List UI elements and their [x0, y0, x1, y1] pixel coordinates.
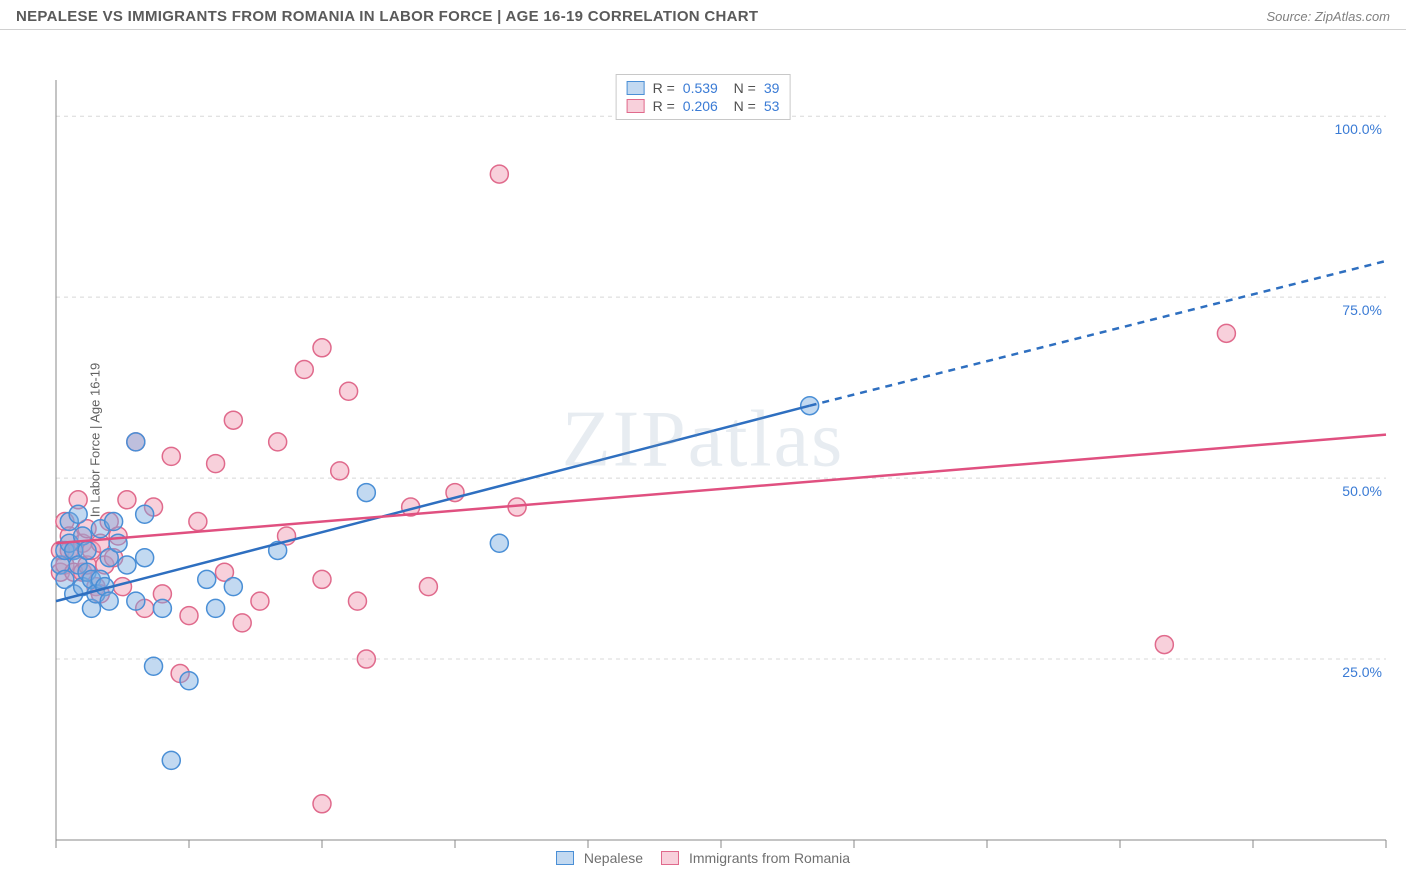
- legend-n-label: N =: [726, 98, 756, 114]
- legend-swatch-nepalese: [627, 81, 645, 95]
- legend-n-value-nepalese: 39: [764, 80, 780, 96]
- legend-swatch-icon: [556, 851, 574, 865]
- svg-text:50.0%: 50.0%: [1342, 483, 1382, 499]
- svg-text:100.0%: 100.0%: [1335, 121, 1382, 137]
- chart-header: NEPALESE VS IMMIGRANTS FROM ROMANIA IN L…: [0, 0, 1406, 30]
- y-axis-label: In Labor Force | Age 16-19: [88, 363, 103, 517]
- svg-text:25.0%: 25.0%: [1342, 664, 1382, 680]
- legend-swatch-romania: [627, 99, 645, 113]
- chart-title: NEPALESE VS IMMIGRANTS FROM ROMANIA IN L…: [16, 8, 758, 25]
- legend-item-nepalese: Nepalese: [556, 850, 643, 866]
- legend-label-nepalese: Nepalese: [584, 850, 643, 866]
- legend-r-label: R =: [653, 98, 675, 114]
- legend-r-label: R =: [653, 80, 675, 96]
- legend-label-romania: Immigrants from Romania: [689, 850, 850, 866]
- correlation-legend: R = 0.539 N = 39 R = 0.206 N = 53: [616, 74, 791, 120]
- source-attribution: Source: ZipAtlas.com: [1266, 9, 1390, 24]
- legend-r-value-romania: 0.206: [683, 98, 718, 114]
- legend-row-romania: R = 0.206 N = 53: [627, 97, 780, 115]
- legend-n-label: N =: [726, 80, 756, 96]
- legend-n-value-romania: 53: [764, 98, 780, 114]
- scatter-plot-svg: 25.0%50.0%75.0%100.0%0.0%15.0%: [0, 30, 1406, 850]
- svg-text:75.0%: 75.0%: [1342, 302, 1382, 318]
- legend-r-value-nepalese: 0.539: [683, 80, 718, 96]
- legend-swatch-icon: [661, 851, 679, 865]
- chart-area: In Labor Force | Age 16-19 25.0% 50.0% 75.…: [0, 30, 1406, 850]
- series-legend: Nepalese Immigrants from Romania: [0, 850, 1406, 866]
- legend-row-nepalese: R = 0.539 N = 39: [627, 79, 780, 97]
- legend-item-romania: Immigrants from Romania: [661, 850, 850, 866]
